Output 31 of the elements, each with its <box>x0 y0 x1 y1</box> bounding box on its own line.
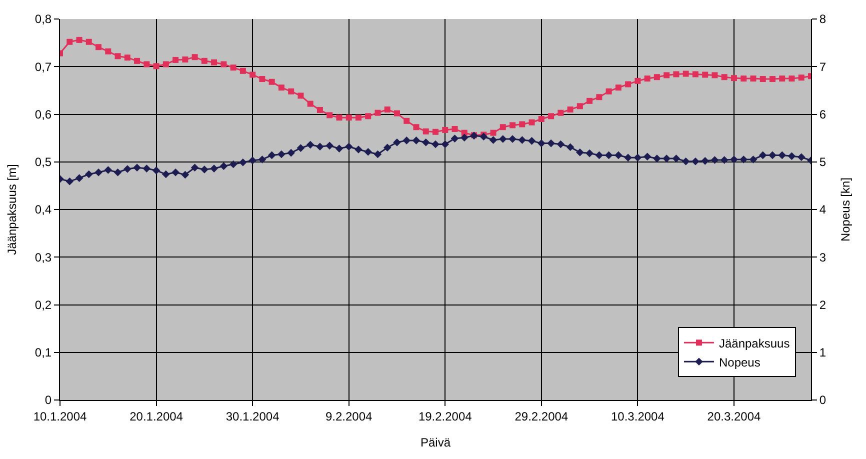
y2-tick-label: 5 <box>819 155 826 170</box>
y-tick-label: 0,5 <box>34 155 52 170</box>
x-tick-label: 10.3.2004 <box>610 409 665 424</box>
y2-tick-label: 3 <box>819 250 826 264</box>
y-tick-label: 0,4 <box>34 202 52 217</box>
y-tick-label: 0,2 <box>34 298 52 312</box>
y-tick-label: 0 <box>44 393 52 408</box>
x-tick-label: 29.2.2004 <box>514 409 568 424</box>
y-tick-label: 0,7 <box>34 60 52 74</box>
y-axis-title: Jäänpaksuus [m] <box>5 164 20 255</box>
y2-axis-title: Nopeus [kn] <box>838 177 852 242</box>
y-tick-label: 0,8 <box>34 12 52 26</box>
x-tick-label: 10.1.2004 <box>33 409 88 424</box>
y2-tick-label: 0 <box>819 393 826 408</box>
legend-label: Nopeus <box>718 355 760 370</box>
y-tick-label: 0,1 <box>34 346 52 360</box>
y-tick-label: 0,3 <box>34 250 52 264</box>
y2-tick-label: 4 <box>819 202 826 217</box>
y2-tick-label: 7 <box>819 60 826 74</box>
y-tick-label: 0,6 <box>34 107 52 122</box>
y2-tick-label: 6 <box>819 107 826 122</box>
y2-tick-label: 1 <box>819 346 826 360</box>
x-tick-label: 9.2.2004 <box>325 409 373 424</box>
x-tick-label: 20.3.2004 <box>707 409 761 424</box>
x-tick-label: 19.2.2004 <box>418 409 472 424</box>
y2-tick-label: 2 <box>819 298 826 312</box>
x-axis-title: Päivä <box>420 435 451 450</box>
legend-label: Jäänpaksuus <box>718 336 790 350</box>
x-tick-label: 20.1.2004 <box>130 409 184 424</box>
x-tick-label: 30.1.2004 <box>226 409 280 424</box>
y2-tick-label: 8 <box>819 12 826 26</box>
